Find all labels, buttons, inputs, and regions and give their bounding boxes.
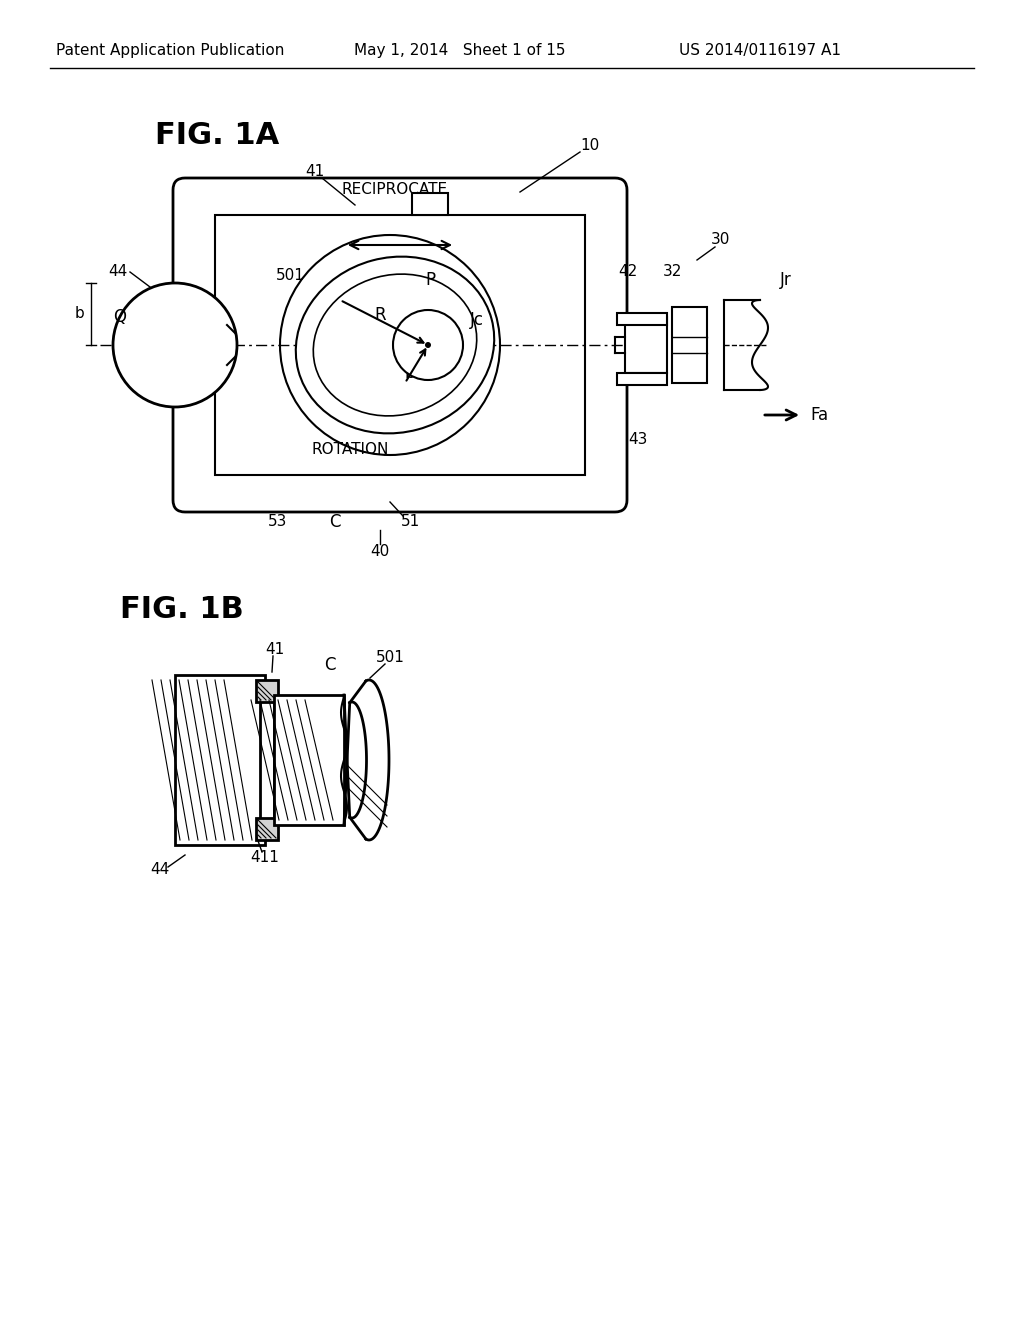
Bar — [617, 374, 667, 385]
Bar — [215, 215, 585, 475]
Text: 10: 10 — [581, 137, 600, 153]
Text: 44: 44 — [151, 862, 170, 878]
Text: 32: 32 — [663, 264, 682, 280]
Text: 53: 53 — [268, 515, 288, 529]
Text: 40: 40 — [371, 544, 389, 560]
Bar — [625, 317, 667, 374]
Circle shape — [425, 342, 431, 348]
Ellipse shape — [296, 256, 495, 433]
Ellipse shape — [313, 275, 477, 416]
Text: 42: 42 — [618, 264, 638, 280]
Text: Jr: Jr — [780, 271, 792, 289]
Text: FIG. 1B: FIG. 1B — [120, 595, 244, 624]
Text: C: C — [325, 656, 336, 675]
Text: 44: 44 — [109, 264, 128, 280]
Text: ROTATION: ROTATION — [311, 442, 389, 458]
Text: 501: 501 — [376, 651, 404, 665]
Text: 41: 41 — [265, 643, 285, 657]
Bar — [175, 675, 265, 845]
Text: Q: Q — [114, 308, 127, 326]
Text: b: b — [404, 364, 416, 381]
Bar — [617, 313, 667, 325]
Text: Patent Application Publication: Patent Application Publication — [56, 42, 285, 58]
Text: 411: 411 — [251, 850, 280, 866]
Bar — [274, 696, 344, 825]
Text: US 2014/0116197 A1: US 2014/0116197 A1 — [679, 42, 841, 58]
Circle shape — [280, 235, 500, 455]
Text: P: P — [425, 271, 435, 289]
Text: Fa: Fa — [810, 407, 828, 424]
Text: b: b — [74, 306, 84, 322]
Text: 43: 43 — [629, 433, 648, 447]
Circle shape — [113, 282, 237, 407]
Text: C: C — [330, 513, 341, 531]
Circle shape — [336, 341, 344, 348]
Bar — [260, 685, 274, 836]
Circle shape — [393, 310, 463, 380]
FancyBboxPatch shape — [173, 178, 627, 512]
Text: 41: 41 — [305, 165, 325, 180]
Bar — [412, 193, 449, 215]
Circle shape — [393, 310, 463, 380]
Circle shape — [425, 342, 431, 348]
Text: May 1, 2014   Sheet 1 of 15: May 1, 2014 Sheet 1 of 15 — [354, 42, 565, 58]
Text: RECIPROCATE: RECIPROCATE — [342, 182, 449, 198]
Bar — [256, 818, 278, 840]
Text: 501: 501 — [275, 268, 304, 282]
Text: Jc: Jc — [470, 312, 484, 329]
Circle shape — [326, 331, 354, 359]
Text: 30: 30 — [711, 232, 730, 248]
Text: R: R — [374, 306, 386, 323]
Text: FIG. 1A: FIG. 1A — [155, 120, 280, 149]
Bar — [256, 680, 278, 702]
Bar — [672, 308, 707, 383]
Text: 51: 51 — [400, 515, 420, 529]
